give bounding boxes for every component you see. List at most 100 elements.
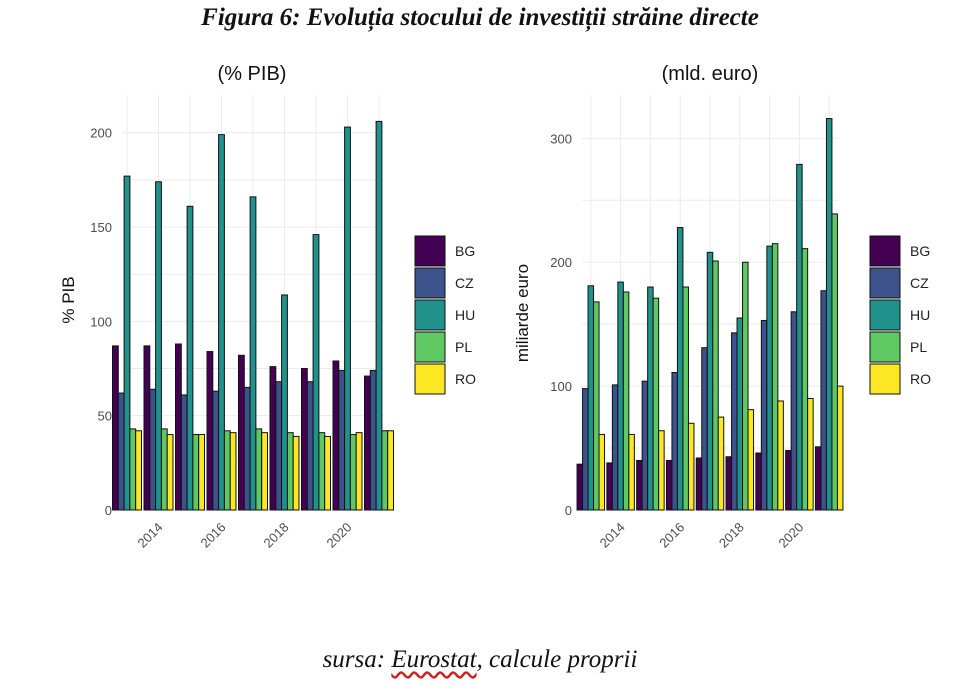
bar-cz <box>760 319 768 511</box>
bar-bg <box>206 351 214 511</box>
bar-cz <box>611 384 619 511</box>
y-tick-label: 200 <box>550 255 572 270</box>
source-name: Eurostat <box>391 646 477 673</box>
bar-cz <box>117 392 125 511</box>
y-tick-label: 50 <box>98 409 112 424</box>
bar-bg <box>695 457 703 511</box>
chart-pct-gdp: 0 50 100 150 200 2014 2016 2018 2020 (% PIB) % PIB… <box>59 63 476 551</box>
bar-bg <box>112 345 119 511</box>
x-tick-label: 2016 <box>198 520 229 551</box>
legend-label-ro: RO <box>455 371 476 387</box>
y-axis-label: % PIB <box>59 276 78 323</box>
bar-ro <box>628 433 635 511</box>
panel-title: (mld. euro) <box>662 63 759 85</box>
bar-hu <box>186 205 194 511</box>
y-tick-label: 150 <box>90 220 112 235</box>
bar-bg <box>785 450 792 511</box>
bar-cz <box>671 371 678 511</box>
bar-bg <box>636 459 643 511</box>
x-tick-label: 2014 <box>597 520 628 551</box>
bar-hu <box>617 281 624 511</box>
y-axis-label: miliarde euro <box>513 264 532 362</box>
bar-bg <box>238 354 245 511</box>
bar-hu <box>123 175 131 511</box>
source-prefix: sursa: <box>322 646 392 673</box>
bar-bg <box>665 459 673 511</box>
legend-swatch-hu <box>414 299 446 331</box>
bar-hu <box>766 245 773 511</box>
bar-pl <box>593 301 600 511</box>
bar-bg <box>269 366 277 511</box>
bar-cz <box>701 347 708 511</box>
panel-title: (% PIB) <box>218 63 287 85</box>
legend-swatch-hu <box>869 299 901 331</box>
legend-label-ro: RO <box>910 371 931 387</box>
bar-pl <box>160 428 168 511</box>
figure-title: Figura 6: Evoluția stocului de investiți… <box>201 4 759 31</box>
x-tick-label: 2020 <box>324 520 355 551</box>
bar-cz <box>790 311 798 511</box>
bar-pl <box>349 434 357 511</box>
bar-cz <box>641 380 649 511</box>
bar-ro <box>166 434 174 511</box>
source-note: sursa: Eurostat, calcule proprii <box>0 646 960 674</box>
legend-swatch-cz <box>414 267 446 299</box>
legend-swatch-pl <box>414 331 446 363</box>
bar-bg <box>725 456 733 511</box>
bar-pl <box>712 260 719 511</box>
legend-label-hu: HU <box>910 307 930 323</box>
bar-pl <box>129 428 137 511</box>
bar-pl <box>652 297 660 511</box>
bar-pl <box>831 213 838 511</box>
bar-bg <box>332 360 340 511</box>
x-tick-label: 2018 <box>716 520 747 551</box>
legend-label-pl: PL <box>910 339 927 355</box>
bar-hu <box>647 286 654 511</box>
bar-pl <box>223 430 231 511</box>
bar-hu <box>312 234 320 511</box>
y-tick-label: 0 <box>105 503 112 518</box>
chart-bn-euro: 0 100 200 300 2014 2016 2018 2020 (mld. euro) mil… <box>513 63 931 551</box>
y-tick-label: 100 <box>550 379 572 394</box>
bar-bg <box>175 343 182 511</box>
bar-ro <box>292 435 300 511</box>
bar-ro <box>324 435 332 511</box>
legend-label-hu: HU <box>455 307 475 323</box>
bar-cz <box>731 332 738 511</box>
legend-swatch-bg <box>869 235 901 267</box>
bar-pl <box>801 248 809 511</box>
bar-cz <box>180 394 188 511</box>
bar-pl <box>192 434 200 511</box>
bar-bg <box>606 462 613 511</box>
bar-pl <box>771 243 779 511</box>
legend-swatch-bg <box>414 235 446 267</box>
bar-hu <box>736 317 744 511</box>
bar-ro <box>717 416 725 511</box>
y-tick-label: 300 <box>550 131 572 146</box>
bar-hu <box>281 294 288 511</box>
bar-cz <box>212 390 220 511</box>
bar-hu <box>825 118 833 511</box>
bar-ro <box>777 400 784 511</box>
bar-bg <box>755 452 762 511</box>
bar-hu <box>706 251 714 511</box>
x-tick-label: 2014 <box>135 520 166 551</box>
bar-ro <box>598 433 606 511</box>
legend-swatch-cz <box>869 267 901 299</box>
bar-ro <box>261 432 269 511</box>
bar-ro <box>135 430 142 511</box>
bar-hu <box>344 126 351 511</box>
legend-swatch-ro <box>414 363 446 395</box>
y-tick-label: 0 <box>565 503 572 518</box>
bar-pl <box>381 430 389 511</box>
bar-cz <box>306 381 314 511</box>
bar-cz <box>243 386 251 511</box>
bar-bg <box>364 375 371 511</box>
bar-cz <box>338 369 346 511</box>
bar-pl <box>682 286 689 511</box>
bar-bg <box>143 345 151 511</box>
bar-ro <box>387 430 395 511</box>
legend-swatch-ro <box>869 363 901 395</box>
legend-label-cz: CZ <box>455 275 474 291</box>
